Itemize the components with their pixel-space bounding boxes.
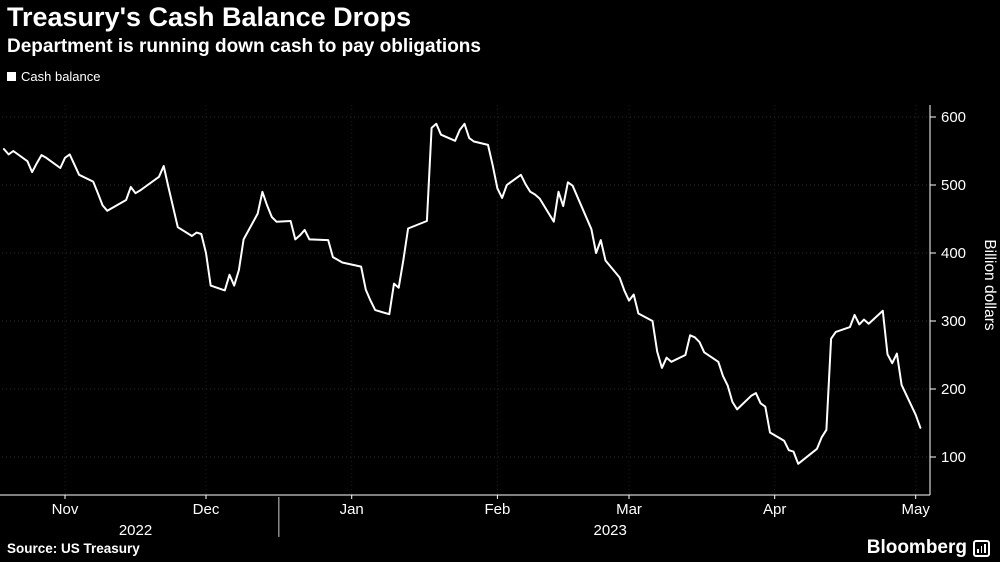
chart-header: Treasury's Cash Balance Drops Department… bbox=[7, 2, 481, 84]
x-tick-label: Jan bbox=[340, 501, 364, 518]
y-tick-label: 600 bbox=[941, 109, 966, 126]
y-axis-title: Billion dollars bbox=[981, 239, 998, 331]
y-tick-label: 500 bbox=[941, 177, 966, 194]
legend-label: Cash balance bbox=[21, 68, 101, 84]
bloomberg-logo: Bloomberg bbox=[867, 537, 990, 559]
legend: Cash balance bbox=[7, 69, 481, 84]
legend-swatch-icon bbox=[7, 71, 16, 81]
bloomberg-terminal-icon bbox=[973, 539, 990, 557]
cash-balance-line bbox=[2, 122, 922, 465]
chart-title: Treasury's Cash Balance Drops bbox=[7, 2, 412, 32]
year-label: 2023 bbox=[594, 522, 627, 539]
x-tick-label: Mar bbox=[616, 501, 642, 518]
y-tick-label: 200 bbox=[941, 381, 966, 398]
chart-subtitle: Department is running down cash to pay o… bbox=[7, 35, 481, 57]
x-tick-label: Apr bbox=[763, 501, 786, 518]
x-tick-label: Nov bbox=[52, 501, 79, 518]
x-tick-label: Dec bbox=[193, 501, 220, 518]
y-tick-label: 100 bbox=[941, 449, 966, 466]
x-tick-label: May bbox=[902, 501, 931, 518]
year-label: 2022 bbox=[119, 522, 152, 539]
bloomberg-wordmark: Bloomberg bbox=[866, 537, 967, 558]
y-tick-label: 400 bbox=[941, 245, 966, 262]
source-note: Source: US Treasury bbox=[7, 541, 140, 556]
y-tick-label: 300 bbox=[941, 313, 966, 330]
x-tick-label: Feb bbox=[484, 501, 510, 518]
